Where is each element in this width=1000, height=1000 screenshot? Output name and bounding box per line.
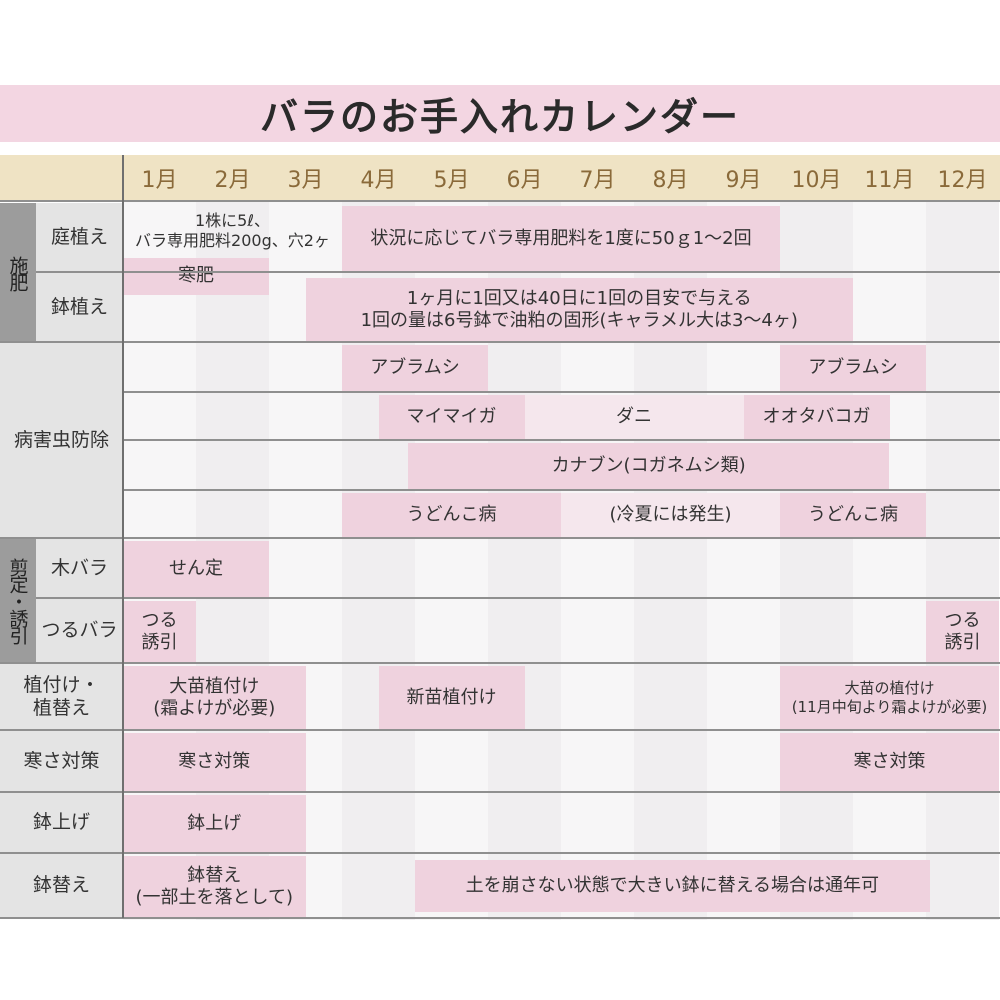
month-header: 11月 [864, 168, 915, 193]
task-bar: (冷夏には発生) [561, 493, 780, 538]
task-bar: アブラムシ [780, 345, 926, 392]
group-label-prune: 剪定・誘引 [0, 538, 36, 663]
month-header: 5月 [433, 168, 470, 193]
row-divider [123, 489, 1000, 491]
row-divider [0, 200, 1000, 202]
task-bar: マイマイガ [378, 395, 525, 440]
task-bar: 寒さ対策 [123, 733, 306, 792]
task-bar: つる 誘引 [123, 601, 196, 663]
task-bar: カナブン(コガネムシ類) [407, 443, 890, 490]
month-header: 9月 [725, 168, 762, 193]
month-header: 6月 [506, 168, 543, 193]
row-label-samusa: 寒さ対策 [0, 730, 123, 792]
row-label-tsuru: つるバラ [36, 598, 123, 663]
row-divider [36, 597, 1000, 599]
row-divider [0, 791, 1000, 793]
month-header: 2月 [214, 168, 251, 193]
group-label-fert: 施肥 [0, 203, 36, 342]
row-divider [0, 662, 1000, 664]
task-bar: 1ヶ月に1回又は40日に1回の目安で与える 1回の量は6号鉢で油粕の固形(キャラ… [305, 278, 853, 342]
care-calendar-table: 1月 2月 3月 4月 5月 6月 7月 8月 9月 10月 11月 12月庭植え 鉢植え 病害虫防除 木バ… [0, 155, 1000, 920]
header-row [0, 155, 1000, 201]
month-header: 3月 [287, 168, 324, 193]
task-bar: 状況に応じてバラ専用肥料を1度に50ｇ1～2回 [342, 206, 780, 272]
task-bar: ダニ [524, 395, 744, 440]
task-bar: 土を崩さない状態で大きい鉢に替える場合は通年可 [415, 860, 930, 912]
row-divider [123, 391, 1000, 393]
note-text: 1株に5ℓ、 バラ専用肥料200g、穴2ヶ [135, 211, 330, 250]
row-divider [0, 852, 1000, 854]
month-header: 1月 [141, 168, 178, 193]
month-column [853, 201, 926, 920]
task-bar: 新苗植付け [378, 666, 525, 730]
row-label-ue: 植付け・ 植替え [0, 663, 123, 730]
task-bar: せん定 [123, 541, 269, 598]
row-divider [36, 271, 1000, 273]
row-label-hachiage: 鉢上げ [0, 792, 123, 853]
task-bar: 大苗の植付け (11月中旬より霜よけが必要) [780, 666, 999, 730]
row-label-hachi: 鉢植え [36, 272, 123, 342]
task-bar: 鉢上げ [123, 795, 306, 853]
month-header: 10月 [791, 168, 842, 193]
task-bar: オオタバコガ [743, 395, 890, 440]
month-header: 4月 [360, 168, 397, 193]
month-header: 7月 [579, 168, 616, 193]
page-title: バラのお手入れカレンダー [0, 85, 1000, 142]
task-bar: 寒さ対策 [780, 733, 999, 792]
task-bar: 寒肥 [123, 258, 269, 295]
row-divider [0, 917, 1000, 919]
row-label-niwa: 庭植え [36, 203, 123, 272]
month-header: 8月 [652, 168, 689, 193]
task-bar: 鉢替え (一部土を落として) [123, 856, 306, 918]
task-bar: 大苗植付け (霜よけが必要) [123, 666, 306, 730]
row-divider [0, 341, 1000, 343]
column-divider [122, 155, 124, 918]
task-bar: アブラムシ [342, 345, 488, 392]
task-bar: うどんこ病 [342, 493, 561, 538]
row-divider [0, 729, 1000, 731]
row-divider [0, 537, 1000, 539]
task-bar: うどんこ病 [780, 493, 926, 538]
row-label-ki: 木バラ [36, 538, 123, 598]
row-divider [123, 439, 1000, 441]
row-label-hachikae: 鉢替え [0, 853, 123, 918]
task-bar: つる 誘引 [926, 601, 999, 663]
row-label-pest: 病害虫防除 [0, 342, 123, 538]
month-header: 12月 [937, 168, 988, 193]
month-column [926, 201, 999, 920]
